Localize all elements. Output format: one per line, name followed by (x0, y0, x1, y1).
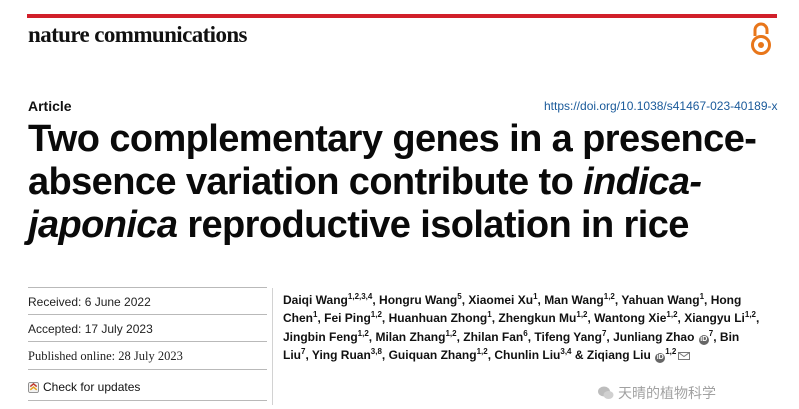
affiliation-marker: 5 (457, 292, 462, 301)
history-divider (28, 341, 267, 342)
check-updates-label: Check for updates (43, 380, 141, 394)
author[interactable]: Ying Ruan3,8 (311, 346, 382, 362)
title-japonica: japonica (28, 204, 178, 246)
affiliation-marker: 1,2 (665, 346, 677, 356)
orcid-icon[interactable]: iD (655, 352, 666, 363)
affiliation-marker: 1,2 (445, 328, 457, 338)
affiliation-marker: 1,2 (576, 310, 588, 320)
author[interactable]: Bin Liu7 (283, 330, 739, 362)
affiliation-marker: 1,2 (370, 310, 382, 320)
affiliation-marker: 1 (313, 310, 318, 320)
watermark-text: 天晴的植物科学 (618, 385, 716, 401)
author[interactable]: Junliang Zhao iD7 (613, 328, 714, 345)
wechat-watermark: 天晴的植物科学 (597, 383, 716, 403)
affiliation-marker: 1,2,3,4 (347, 292, 373, 301)
affiliation-marker: 7 (301, 346, 306, 356)
author-list: Daiqi Wang1,2,3,4, Hongru Wang5, Xiaomei… (283, 292, 760, 363)
article-title: Two complementary genes in a presence- a… (28, 118, 788, 247)
author[interactable]: Xiangyu Li1,2 (684, 310, 756, 326)
column-divider (272, 288, 273, 405)
accepted-date: Accepted: 17 July 2023 (28, 322, 153, 336)
author-name: Fei Ping (324, 311, 371, 326)
title-indica: indica- (583, 161, 702, 203)
affiliation-marker: 1 (533, 292, 538, 301)
title-line-3b: reproductive isolation in rice (177, 204, 689, 246)
history-divider (28, 400, 267, 401)
affiliation-marker: 1,2 (744, 310, 756, 320)
author-name: Ziqiang Liu (586, 347, 651, 362)
author[interactable]: Daiqi Wang1,2,3,4 (283, 292, 373, 308)
author-name: Hong Chen (283, 293, 742, 326)
author[interactable]: Wantong Xie1,2 (594, 310, 678, 326)
author-name: Jingbin Feng (283, 329, 358, 344)
author-name: Ying Ruan (311, 347, 371, 362)
journal-name: nature communications (28, 22, 248, 47)
author-name: Daiqi Wang (283, 293, 348, 307)
author-name: Bin Liu (283, 329, 740, 362)
orcid-icon[interactable]: iD (698, 334, 709, 345)
affiliation-marker: 1,2 (666, 310, 678, 320)
author[interactable]: Hong Chen1 (283, 293, 741, 325)
affiliation-marker: 1,2 (357, 328, 369, 338)
affiliation-marker: 3,8 (370, 346, 382, 356)
doi-link[interactable]: https://doi.org/10.1038/s41467-023-40189… (544, 99, 778, 113)
history-divider (28, 287, 267, 288)
affiliation-marker: 1 (699, 292, 705, 301)
journal-header-rule (27, 14, 777, 18)
affiliation-marker: 7 (601, 328, 607, 338)
author-name: Chunlin Liu (494, 347, 561, 362)
author[interactable]: Guiquan Zhang1,2 (388, 346, 488, 362)
author[interactable]: Tifeng Yang7 (534, 328, 607, 344)
author[interactable]: Xiaomei Xu1 (468, 292, 538, 308)
author-conjunction: & (574, 347, 584, 362)
author[interactable]: Yahuan Wang1 (621, 292, 705, 308)
author-name: Xiaomei Xu (468, 293, 534, 307)
affiliation-marker: 1 (487, 310, 492, 320)
author[interactable]: Milan Zhang1,2 (375, 328, 457, 344)
author-name: Zhilan Fan (463, 329, 524, 344)
author-name: Hongru Wang (379, 293, 458, 307)
wechat-icon (598, 386, 614, 399)
open-access-icon[interactable] (749, 20, 773, 58)
article-type: Article (28, 98, 72, 114)
author-name: Huanhuan Zhong (388, 311, 488, 326)
author-name: Junliang Zhao (613, 329, 695, 344)
author-name: Milan Zhang (375, 329, 446, 344)
received-date: Received: 6 June 2022 (28, 295, 151, 309)
author[interactable]: Zhilan Fan6 (463, 328, 528, 344)
affiliation-marker: 1,2 (476, 346, 488, 356)
author[interactable]: Chunlin Liu3,4 (494, 346, 572, 362)
author[interactable]: Zhengkun Mu1,2 (498, 310, 588, 326)
check-updates-button[interactable]: Check for updates (28, 380, 140, 394)
mail-icon[interactable] (678, 351, 691, 360)
history-divider (28, 369, 267, 370)
affiliation-marker: 7 (708, 328, 714, 338)
title-line-1: Two complementary genes in a presence- (28, 118, 757, 160)
author-name: Tifeng Yang (534, 329, 602, 344)
author-name: Man Wang (544, 293, 604, 307)
author[interactable]: Huanhuan Zhong1 (388, 310, 492, 326)
published-date: Published online: 28 July 2023 (28, 349, 183, 363)
history-divider (28, 314, 267, 315)
author[interactable]: Hongru Wang5 (379, 292, 462, 308)
author[interactable]: Fei Ping1,2 (324, 310, 382, 326)
author-name: Wantong Xie (594, 311, 667, 326)
affiliation-marker: 3,4 (560, 346, 572, 356)
affiliation-marker: 1,2 (603, 292, 615, 301)
author[interactable]: Man Wang1,2 (544, 292, 615, 308)
check-updates-icon (28, 381, 39, 393)
author[interactable]: Jingbin Feng1,2 (283, 328, 369, 344)
author[interactable]: Ziqiang Liu iD1,2 (586, 346, 691, 363)
author-name: Xiangyu Li (684, 311, 745, 326)
author-name: Zhengkun Mu (498, 311, 577, 326)
affiliation-marker: 6 (523, 328, 528, 338)
author-name: Yahuan Wang (621, 293, 700, 307)
author-name: Guiquan Zhang (388, 347, 477, 362)
title-line-2a: absence variation contribute to (28, 161, 584, 203)
